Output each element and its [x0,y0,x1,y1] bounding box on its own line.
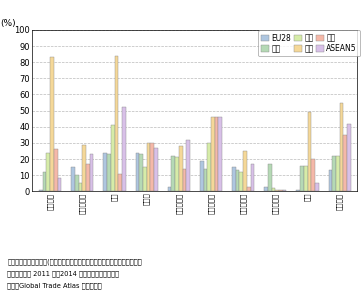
Bar [232,167,236,191]
Bar [136,152,139,191]
Text: 資料：Global Trade Atlas から作成。: 資料：Global Trade Atlas から作成。 [7,283,102,289]
Text: 入額）の 2011 年～2014 年の総額を算術平均。: 入額）の 2011 年～2014 年の総額を算術平均。 [7,271,119,277]
Bar [179,146,183,191]
Bar [86,164,90,191]
Bar [343,135,347,191]
Bar [58,179,61,191]
Bar [215,117,218,191]
Bar [296,190,300,191]
Bar [183,169,186,191]
Bar [111,125,114,191]
Bar [329,170,332,191]
Bar [79,183,82,191]
Bar [107,154,111,191]
Bar [151,143,154,191]
Bar [340,103,343,191]
Bar [336,156,340,191]
Bar [275,190,279,191]
Bar [122,107,126,191]
Bar [54,150,58,191]
Bar [264,187,268,191]
Bar [82,144,86,191]
Bar [147,143,151,191]
Bar [200,161,204,191]
Bar [308,112,311,191]
Bar [204,169,207,191]
Legend: EU28, 米国, 中国, 台湾, 韓国, ASEAN5: EU28, 米国, 中国, 台湾, 韓国, ASEAN5 [258,30,360,56]
Bar [114,56,118,191]
Bar [175,158,179,191]
Bar [171,156,175,191]
Bar [50,57,54,191]
Bar [272,188,275,191]
Bar [186,140,190,191]
Bar [39,190,43,191]
Bar [243,151,247,191]
Bar [75,175,79,191]
Text: 備考：輸入額シェア＝(各国・地域の対日本輸入額／各国・地域の対世界輸: 備考：輸入額シェア＝(各国・地域の対日本輸入額／各国・地域の対世界輸 [7,259,142,265]
Bar [239,172,243,191]
Bar [332,156,336,191]
Bar [118,174,122,191]
Bar [47,152,50,191]
Bar [43,172,47,191]
Bar [279,190,283,191]
Bar [218,117,222,191]
Bar [236,170,239,191]
Bar [154,148,158,191]
Bar [300,166,304,191]
Bar [71,167,75,191]
Bar [347,123,351,191]
Bar [103,152,107,191]
Bar [90,154,93,191]
Bar [283,190,287,191]
Text: (%): (%) [0,19,16,28]
Bar [211,117,215,191]
Bar [315,183,319,191]
Bar [268,164,272,191]
Bar [207,143,211,191]
Bar [247,187,251,191]
Bar [139,154,143,191]
Bar [251,164,254,191]
Bar [168,187,171,191]
Bar [304,166,308,191]
Bar [311,159,315,191]
Bar [143,167,147,191]
